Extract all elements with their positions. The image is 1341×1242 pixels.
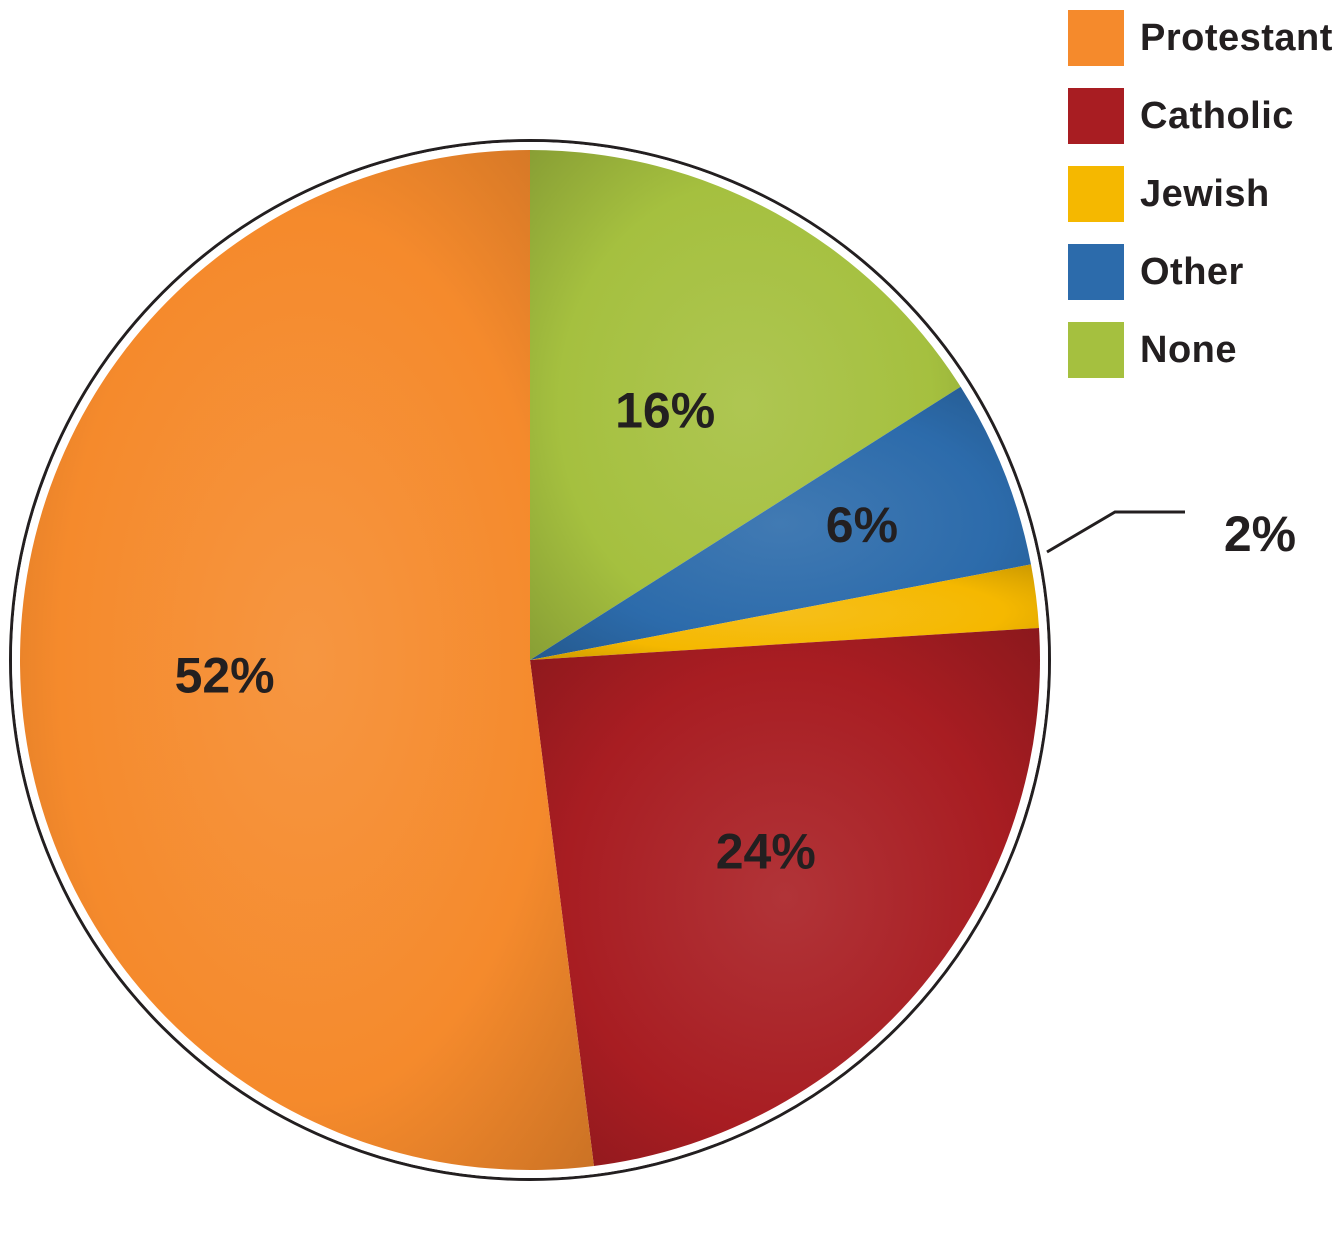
legend-swatch-protestant <box>1068 10 1124 66</box>
legend-item-catholic: Catholic <box>1068 88 1333 144</box>
legend-label-protestant: Protestant <box>1140 17 1333 60</box>
pie-label-protestant: 52% <box>175 647 275 703</box>
pie-label-catholic: 24% <box>716 823 816 879</box>
legend-label-jewish: Jewish <box>1140 173 1270 216</box>
pie-slice-catholic <box>530 628 1040 1166</box>
legend-label-other: Other <box>1140 251 1244 294</box>
pie-slice-protestant <box>20 150 594 1170</box>
legend-item-protestant: Protestant <box>1068 10 1333 66</box>
pie-label-jewish: 2% <box>1224 506 1296 562</box>
legend-label-none: None <box>1140 329 1237 372</box>
legend-label-catholic: Catholic <box>1140 95 1294 138</box>
leader-line-jewish <box>1047 512 1185 552</box>
pie-label-other: 6% <box>826 497 898 553</box>
legend-item-other: Other <box>1068 244 1333 300</box>
legend-item-none: None <box>1068 322 1333 378</box>
legend-item-jewish: Jewish <box>1068 166 1333 222</box>
chart-stage: 16% 6% 2% 24% 52% Protestant Catholic Jewish Ot… <box>0 0 1341 1242</box>
legend-swatch-none <box>1068 322 1124 378</box>
legend: Protestant Catholic Jewish Other None <box>1068 10 1333 378</box>
legend-swatch-jewish <box>1068 166 1124 222</box>
legend-swatch-catholic <box>1068 88 1124 144</box>
pie-label-none: 16% <box>615 382 715 438</box>
legend-swatch-other <box>1068 244 1124 300</box>
